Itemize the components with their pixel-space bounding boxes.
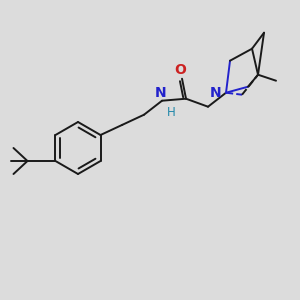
Text: N: N xyxy=(155,86,167,100)
Text: N: N xyxy=(209,86,221,100)
Text: H: H xyxy=(167,106,176,119)
Text: O: O xyxy=(174,63,186,77)
